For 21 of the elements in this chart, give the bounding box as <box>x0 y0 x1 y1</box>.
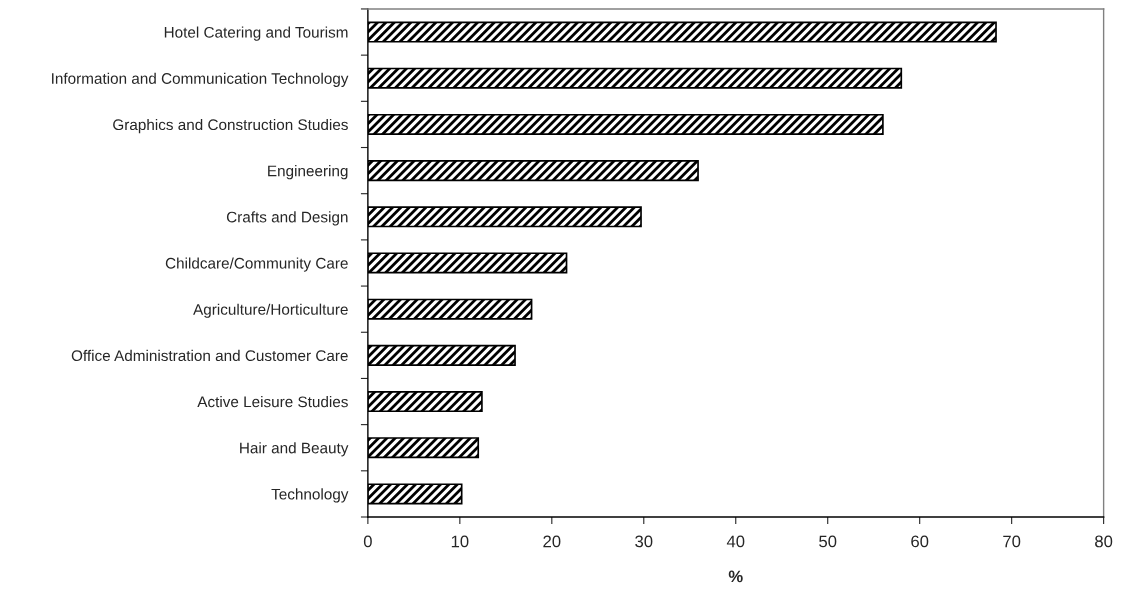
x-axis-title: % <box>728 570 743 583</box>
y-tick-label: Technology <box>271 488 349 503</box>
y-tick-label: Hair and Beauty <box>240 442 349 457</box>
x-tick-label: 40 <box>726 535 745 548</box>
x-tick-label: 30 <box>635 535 653 548</box>
y-tick-label: Office Administration and Customer Care <box>71 349 348 362</box>
y-tick-label: Engineering <box>268 165 348 180</box>
x-tick-label: 0 <box>363 535 372 548</box>
x-tick-label: 60 <box>911 535 929 548</box>
y-tick-label: Crafts and Design <box>226 211 348 226</box>
y-tick-label: Agriculture/Horticulture <box>193 303 348 318</box>
y-tick-label: Information and Communication Technology <box>52 72 349 87</box>
y-tick-label: Childcare/Community Care <box>165 257 348 272</box>
x-tick-label: 10 <box>451 535 469 548</box>
y-tick-label: Graphics and Construction Studies <box>113 118 348 134</box>
y-tick-label: Hotel Catering and Tourism <box>164 26 348 41</box>
y-tick-label: Active Leisure Studies <box>197 396 348 408</box>
x-tick-label: 50 <box>819 535 837 548</box>
x-tick-label: 80 <box>1095 535 1113 548</box>
x-tick-label: 70 <box>1003 535 1021 548</box>
x-tick-label: 20 <box>543 535 561 548</box>
